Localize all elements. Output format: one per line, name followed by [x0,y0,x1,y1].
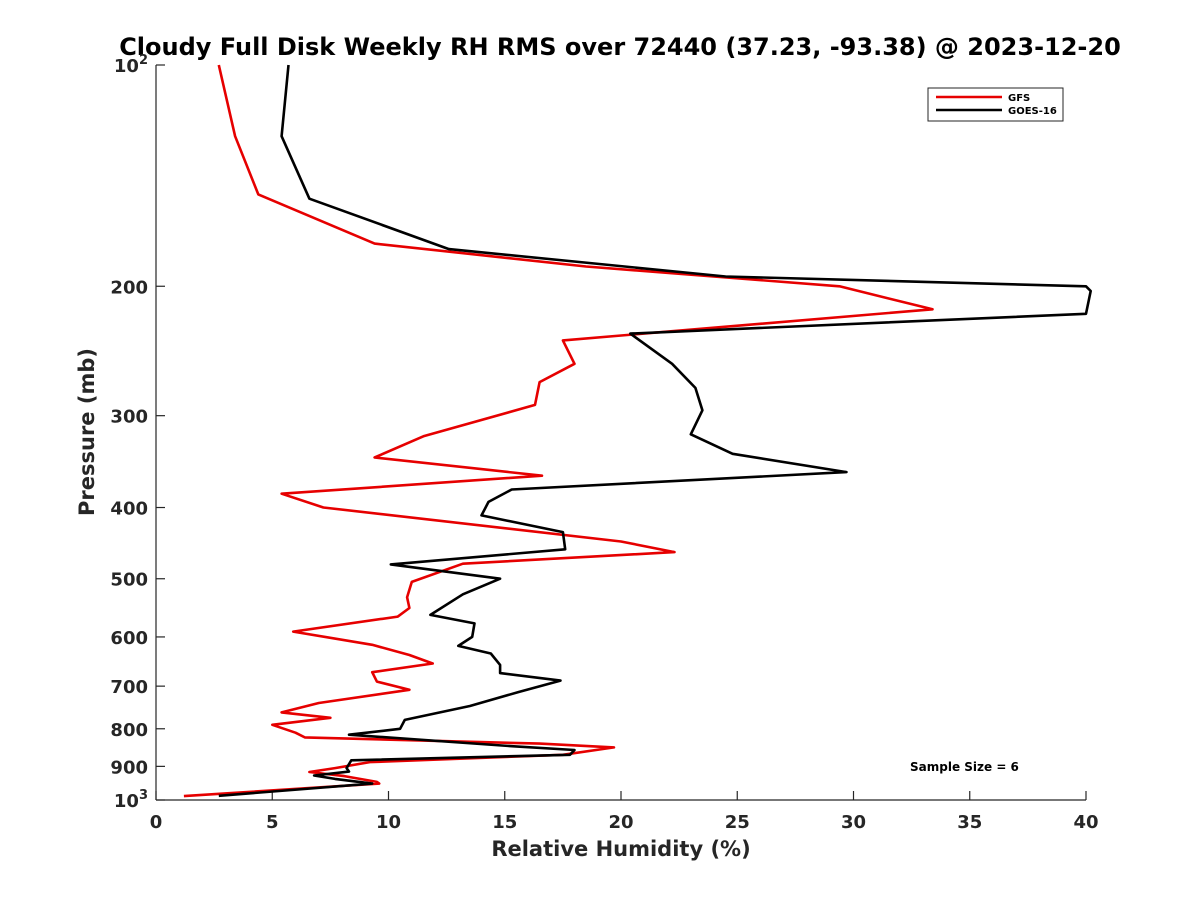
y-tick-label: 200 [110,277,148,298]
x-axis-label: Relative Humidity (%) [491,837,750,861]
y-tick-label: 300 [110,407,148,428]
x-tick-label: 25 [725,812,750,833]
chart-title: Cloudy Full Disk Weekly RH RMS over 7244… [119,33,1121,61]
y-tick-label: 500 [110,570,148,591]
y-tick-label: 800 [110,720,148,741]
legend-label-goes-16: GOES-16 [1008,106,1057,117]
x-tick-label: 30 [841,812,866,833]
x-tick-label: 10 [376,812,401,833]
legend-box [927,87,1064,122]
x-tick-label: 20 [608,812,633,833]
x-tick-label: 35 [957,812,982,833]
y-tick-label: 103 [114,788,148,812]
x-tick-label: 40 [1073,812,1098,833]
series-line-gfs [183,64,934,798]
series-line-goes-16 [218,64,1092,798]
plot-area: 0 5 10 15 20 25 30 35 40 102 200 300 400 500 600 700 80… [110,53,1098,833]
y-axis-ticks: 102 200 300 400 500 600 700 800 900 103 [110,53,165,812]
y-axis-label: Pressure (mb) [75,348,99,516]
y-tick-label: 400 [110,499,148,520]
y-tick-label: 102 [114,53,148,77]
x-axis-ticks: 0 5 10 15 20 25 30 35 40 [150,791,1099,833]
y-tick-label: 600 [110,628,148,649]
legend-label-gfs: GFS [1008,93,1030,104]
sample-size-annotation: Sample Size = 6 [910,760,1019,774]
x-tick-label: 15 [492,812,517,833]
x-tick-label: 0 [150,812,163,833]
x-tick-label: 5 [266,812,279,833]
y-tick-label: 900 [110,757,148,778]
series-group [183,64,1092,798]
y-tick-label: 700 [110,677,148,698]
legend: GFS GOES-16 [927,87,1064,122]
